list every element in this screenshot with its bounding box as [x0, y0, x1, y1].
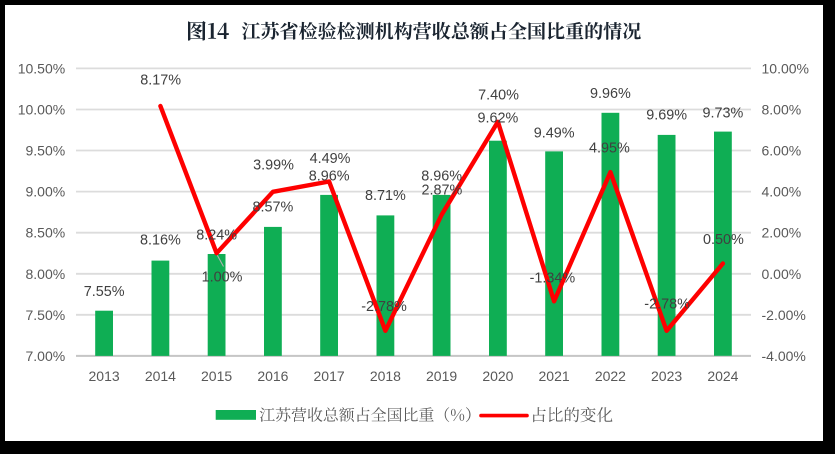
- svg-text:8.71%: 8.71%: [365, 188, 406, 204]
- svg-text:2018: 2018: [370, 368, 401, 384]
- svg-text:7.40%: 7.40%: [478, 88, 519, 104]
- svg-text:1.00%: 1.00%: [202, 270, 243, 286]
- svg-text:2016: 2016: [257, 368, 288, 384]
- svg-text:2017: 2017: [314, 368, 345, 384]
- svg-text:-2.78%: -2.78%: [361, 299, 407, 315]
- svg-text:10.50%: 10.50%: [18, 60, 65, 76]
- svg-text:9.49%: 9.49%: [534, 126, 575, 142]
- svg-text:2020: 2020: [482, 368, 513, 384]
- svg-text:-2.00%: -2.00%: [762, 307, 806, 323]
- svg-text:10.00%: 10.00%: [762, 60, 809, 76]
- svg-text:2022: 2022: [595, 368, 626, 384]
- svg-text:8.16%: 8.16%: [140, 232, 181, 248]
- svg-text:8.24%: 8.24%: [196, 227, 237, 243]
- svg-text:8.00%: 8.00%: [762, 102, 802, 118]
- svg-text:3.99%: 3.99%: [253, 158, 294, 174]
- svg-text:-4.00%: -4.00%: [762, 348, 806, 364]
- svg-text:-1.34%: -1.34%: [530, 270, 576, 286]
- svg-text:9.62%: 9.62%: [477, 111, 518, 127]
- svg-text:4.49%: 4.49%: [310, 151, 351, 167]
- svg-text:8.57%: 8.57%: [252, 200, 293, 216]
- svg-text:9.00%: 9.00%: [25, 184, 65, 200]
- svg-text:7.00%: 7.00%: [25, 348, 65, 364]
- svg-text:2.00%: 2.00%: [762, 225, 802, 241]
- svg-text:2013: 2013: [89, 368, 120, 384]
- svg-text:2021: 2021: [539, 368, 570, 384]
- svg-text:9.69%: 9.69%: [646, 108, 687, 124]
- svg-text:2014: 2014: [145, 368, 176, 384]
- svg-text:8.96%: 8.96%: [421, 169, 462, 185]
- svg-text:0.50%: 0.50%: [703, 232, 744, 248]
- svg-text:10.00%: 10.00%: [18, 102, 65, 118]
- svg-text:4.95%: 4.95%: [589, 141, 630, 157]
- svg-text:8.96%: 8.96%: [309, 169, 350, 185]
- svg-text:2023: 2023: [651, 368, 682, 384]
- svg-text:4.00%: 4.00%: [762, 184, 802, 200]
- svg-text:2015: 2015: [201, 368, 232, 384]
- svg-text:8.17%: 8.17%: [140, 73, 181, 89]
- svg-text:0.00%: 0.00%: [762, 266, 802, 282]
- svg-text:2024: 2024: [707, 368, 738, 384]
- svg-text:9.50%: 9.50%: [25, 143, 65, 159]
- svg-text:9.96%: 9.96%: [590, 86, 631, 102]
- svg-text:8.50%: 8.50%: [25, 225, 65, 241]
- svg-text:7.50%: 7.50%: [25, 307, 65, 323]
- svg-text:2.87%: 2.87%: [421, 182, 462, 198]
- svg-text:7.55%: 7.55%: [84, 284, 125, 300]
- svg-text:6.00%: 6.00%: [762, 143, 802, 159]
- svg-text:2019: 2019: [426, 368, 457, 384]
- svg-text:8.00%: 8.00%: [25, 266, 65, 282]
- svg-text:-2.78%: -2.78%: [644, 297, 690, 313]
- svg-text:9.73%: 9.73%: [702, 106, 743, 122]
